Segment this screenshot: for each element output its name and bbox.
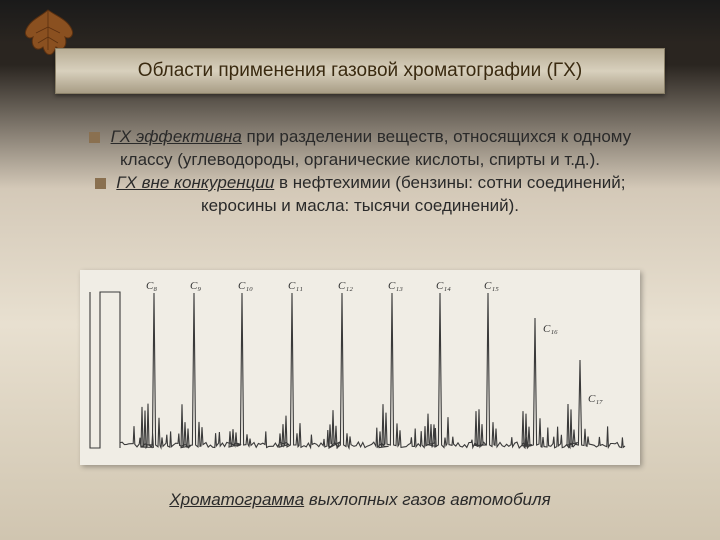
svg-text:C₈: C₈: [146, 280, 157, 292]
svg-text:C₁₀: C₁₀: [238, 280, 253, 292]
svg-text:C₁₃: C₁₃: [388, 280, 403, 292]
svg-text:C₁₁: C₁₁: [288, 280, 303, 292]
bullet-icon: [89, 132, 100, 143]
caption-underline: Хроматограмма: [169, 490, 304, 509]
svg-text:C₁₅: C₁₅: [484, 280, 499, 292]
chromatogram-chart: C₈ C₉ C₁₀ C₁₁ C₁₂ C₁₃ C₁₄ C₁₅ C₁₆ C₁₇: [80, 270, 640, 465]
svg-text:C₁₆: C₁₆: [543, 323, 558, 335]
bullet-1-emphasis: ГХ эффективна: [111, 127, 242, 146]
page-title: Области применения газовой хроматографии…: [138, 60, 582, 82]
svg-text:C₉: C₉: [190, 280, 201, 292]
bullet-2-emphasis: ГХ вне конкуренции: [116, 173, 274, 192]
svg-text:C₁₇: C₁₇: [588, 393, 603, 405]
title-bar: Области применения газовой хроматографии…: [55, 48, 665, 94]
chart-caption: Хроматограмма выхлопных газов автомобиля: [0, 490, 720, 510]
caption-rest: выхлопных газов автомобиля: [304, 490, 550, 509]
bullet-icon: [95, 178, 106, 189]
svg-text:C₁₄: C₁₄: [436, 280, 451, 292]
bullet-2: ГХ вне конкуренции в нефтехимии (бензины…: [75, 172, 645, 218]
body-text: ГХ эффективна при разделении веществ, от…: [75, 126, 645, 218]
bullet-1: ГХ эффективна при разделении веществ, от…: [75, 126, 645, 172]
svg-text:C₁₂: C₁₂: [338, 280, 353, 292]
